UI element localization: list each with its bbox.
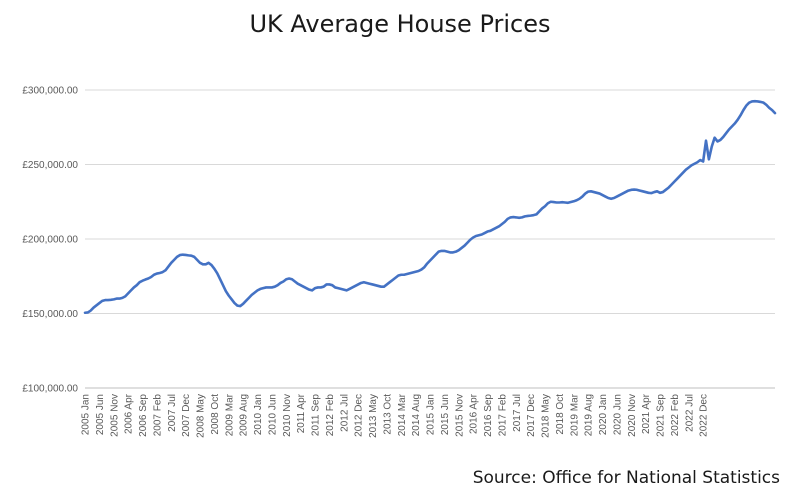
- x-tick-label: 2018 Oct: [555, 394, 566, 435]
- chart-title: UK Average House Prices: [249, 10, 550, 38]
- x-tick-label: 2005 Jan: [81, 394, 92, 435]
- x-tick-label: 2017 Feb: [497, 394, 508, 437]
- x-tick-label: 2012 Feb: [325, 394, 336, 437]
- x-tick-label: 2007 Feb: [152, 394, 163, 437]
- x-tick-label: 2016 Sep: [483, 394, 494, 437]
- x-tick-label: 2011 Sep: [311, 394, 322, 437]
- x-tick-label: 2020 Nov: [627, 394, 638, 437]
- x-tick-label: 2017 Jul: [512, 394, 523, 432]
- x-tick-label: 2022 Dec: [699, 394, 710, 437]
- price-series-line: [83, 99, 777, 315]
- x-tick-label: 2010 Nov: [282, 394, 293, 437]
- x-tick-label: 2010 Jun: [267, 394, 278, 435]
- x-tick-label: 2010 Jan: [253, 394, 264, 435]
- y-tick-label: £150,000.00: [22, 309, 78, 320]
- y-axis-ticks: £100,000.00 £150,000.00 £200,000.00 £250,00…: [22, 86, 78, 395]
- x-tick-label: 2011 Apr: [296, 393, 307, 433]
- x-tick-label: 2007 Jul: [167, 394, 178, 432]
- x-tick-label: 2006 Sep: [138, 394, 149, 437]
- x-tick-label: 2015 Nov: [454, 394, 465, 437]
- x-tick-label: 2012 Jul: [339, 394, 350, 432]
- x-tick-label: 2009 Aug: [239, 394, 250, 436]
- x-tick-label: 2008 May: [196, 394, 207, 438]
- x-tick-label: 2015 Jun: [440, 394, 451, 435]
- x-tick-label: 2019 Aug: [584, 394, 595, 436]
- x-tick-label: 2018 May: [541, 394, 552, 438]
- x-tick-label: 2013 Oct: [382, 394, 393, 435]
- x-tick-label: 2016 Apr: [469, 393, 480, 434]
- gridlines: [85, 89, 775, 389]
- x-tick-label: 2021 Sep: [656, 394, 667, 437]
- x-tick-label: 2022 Feb: [670, 394, 681, 437]
- x-tick-label: 2020 Jun: [612, 394, 623, 435]
- x-axis-ticks: 2005 Jan 2005 Jun 2005 Nov 2006 Apr 2006 Sep…: [81, 393, 710, 438]
- x-tick-label: 2017 Dec: [526, 394, 537, 437]
- x-tick-label: 2008 Oct: [210, 394, 221, 435]
- x-tick-label: 2014 Aug: [411, 394, 422, 436]
- y-tick-label: £300,000.00: [22, 86, 78, 97]
- y-tick-label: £250,000.00: [22, 160, 78, 171]
- y-tick-label: £200,000.00: [22, 235, 78, 246]
- x-tick-label: 2021 Apr: [641, 393, 652, 434]
- y-tick-label: £100,000.00: [22, 384, 78, 395]
- x-tick-label: 2005 Jun: [95, 394, 106, 435]
- x-tick-label: 2007 Dec: [181, 394, 192, 437]
- x-tick-label: 2015 Jan: [426, 394, 437, 435]
- x-tick-label: 2022 Jul: [684, 394, 695, 432]
- x-tick-label: 2012 Dec: [354, 394, 365, 437]
- x-tick-label: 2009 Mar: [224, 393, 235, 436]
- x-tick-label: 2005 Nov: [109, 394, 120, 437]
- source-note: Source: Office for National Statistics: [473, 468, 780, 488]
- x-tick-label: 2006 Apr: [124, 393, 135, 434]
- x-tick-label: 2020 Jan: [598, 394, 609, 435]
- x-tick-label: 2019 Mar: [569, 393, 580, 436]
- x-tick-label: 2014 Mar: [397, 393, 408, 436]
- x-tick-label: 2013 May: [368, 394, 379, 438]
